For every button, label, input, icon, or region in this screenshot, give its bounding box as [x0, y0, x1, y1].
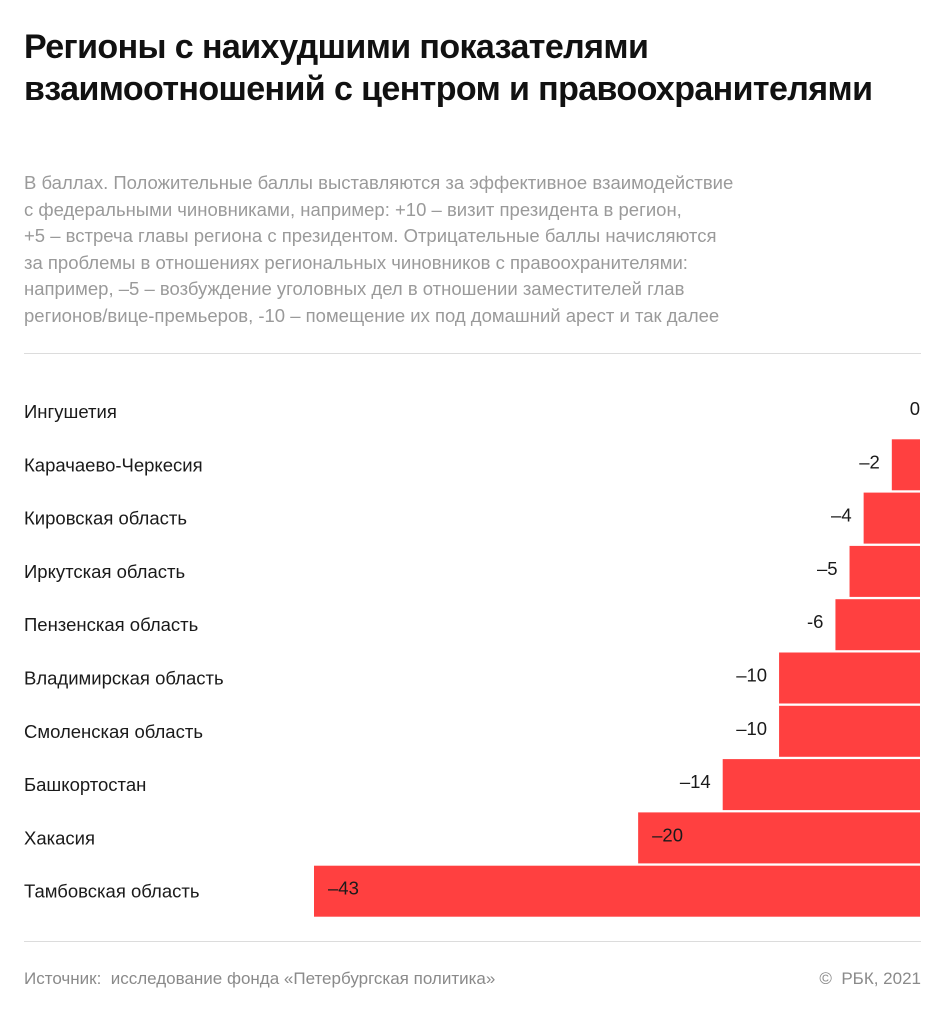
value-label: –2 — [859, 451, 880, 472]
value-label: –10 — [736, 665, 767, 686]
bar — [891, 439, 920, 491]
category-label: Хакасия — [24, 827, 95, 848]
category-label: Тамбовская область — [24, 881, 199, 902]
category-label: Пензенская область — [24, 614, 198, 635]
bar — [835, 599, 920, 651]
category-label: Иркутская область — [24, 561, 185, 582]
chart-title: Регионы с наихудшими показателями взаимо… — [24, 28, 873, 108]
value-label: –20 — [652, 824, 683, 845]
category-label: Карачаево-Черкесия — [24, 454, 203, 475]
category-label: Кировская область — [24, 508, 187, 529]
value-label: –14 — [680, 771, 711, 792]
copyright-note: © РБК, 2021 — [819, 969, 921, 988]
bottom-divider — [24, 941, 921, 942]
value-label: –10 — [736, 718, 767, 739]
category-label: Ингушетия — [24, 401, 117, 422]
category-label: Владимирская область — [24, 668, 224, 689]
bar-chart: Ингушетия 0 Карачаево-Черкесия –2 Кировская … — [24, 398, 920, 917]
top-divider — [24, 353, 921, 354]
value-label: -6 — [807, 611, 823, 632]
value-label: –5 — [817, 558, 838, 579]
bar — [849, 545, 920, 597]
bar — [779, 705, 920, 757]
bar — [863, 492, 920, 544]
chart-subtitle: В баллах. Положительные баллы выставляют… — [24, 172, 734, 326]
bar — [638, 812, 920, 864]
bar — [779, 652, 920, 704]
bar — [314, 865, 920, 917]
value-label: –43 — [328, 878, 359, 899]
category-label: Смоленская область — [24, 721, 203, 742]
category-label: Башкортостан — [24, 774, 146, 795]
source-note: Источник: исследование фонда «Петербургс… — [24, 969, 496, 988]
value-label: 0 — [910, 398, 920, 419]
value-label: –4 — [831, 505, 852, 526]
bar — [722, 759, 920, 811]
